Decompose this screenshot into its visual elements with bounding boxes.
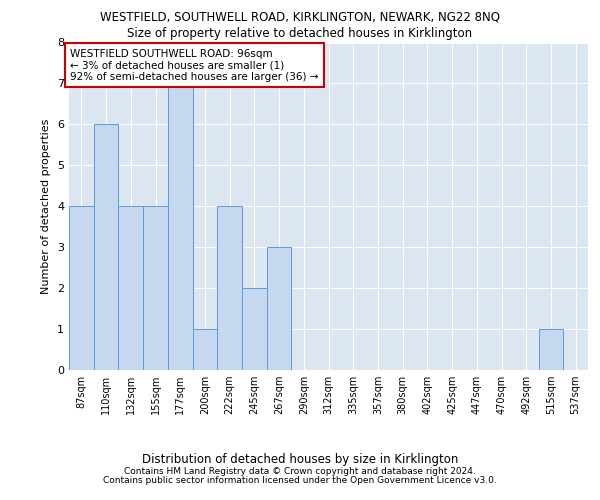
- Bar: [267, 247, 292, 370]
- Text: Contains HM Land Registry data © Crown copyright and database right 2024.: Contains HM Land Registry data © Crown c…: [124, 467, 476, 476]
- Bar: [217, 206, 242, 370]
- Bar: [143, 206, 168, 370]
- Bar: [193, 329, 217, 370]
- Text: WESTFIELD SOUTHWELL ROAD: 96sqm
← 3% of detached houses are smaller (1)
92% of s: WESTFIELD SOUTHWELL ROAD: 96sqm ← 3% of …: [70, 48, 319, 82]
- Bar: [118, 206, 143, 370]
- Bar: [539, 329, 563, 370]
- Text: Distribution of detached houses by size in Kirklington: Distribution of detached houses by size …: [142, 453, 458, 466]
- Bar: [242, 288, 267, 370]
- Text: Contains public sector information licensed under the Open Government Licence v3: Contains public sector information licen…: [103, 476, 497, 485]
- Text: Size of property relative to detached houses in Kirklington: Size of property relative to detached ho…: [127, 28, 473, 40]
- Y-axis label: Number of detached properties: Number of detached properties: [41, 118, 52, 294]
- Bar: [69, 206, 94, 370]
- Bar: [168, 84, 193, 370]
- Bar: [94, 124, 118, 370]
- Text: WESTFIELD, SOUTHWELL ROAD, KIRKLINGTON, NEWARK, NG22 8NQ: WESTFIELD, SOUTHWELL ROAD, KIRKLINGTON, …: [100, 11, 500, 24]
